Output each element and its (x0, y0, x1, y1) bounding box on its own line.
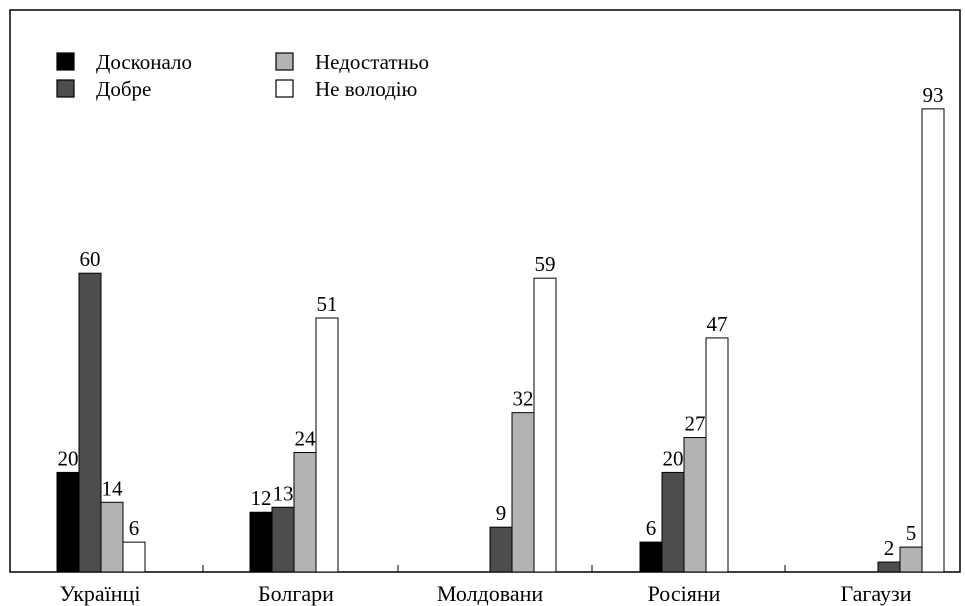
bar-4-2 (899, 546, 923, 573)
legend-label-2: Недостатньо (315, 50, 429, 74)
bar-2-1 (489, 526, 513, 573)
bar-2-2 (511, 412, 535, 573)
data-label-1-2: 24 (295, 426, 317, 450)
bar-4-1 (877, 561, 901, 573)
bar-0-2 (100, 501, 124, 573)
bar-4-3 (921, 108, 945, 573)
bar-3-1 (661, 471, 685, 573)
data-label-0-2: 14 (102, 476, 124, 500)
bar-3-0 (639, 541, 663, 573)
bar-0-0 (56, 471, 80, 573)
category-label-0: Українці (60, 581, 141, 606)
category-label-3: Росіяни (648, 581, 721, 606)
bar-1-2 (293, 451, 317, 573)
data-label-4-3: 93 (923, 83, 944, 107)
legend-label-1: Добре (96, 77, 151, 101)
category-label-4: Гагаузи (840, 581, 911, 606)
bar-0-3 (122, 541, 146, 573)
legend-label-0: Досконало (96, 50, 192, 74)
legend-swatch-2 (275, 52, 294, 71)
data-label-3-0: 6 (646, 516, 657, 540)
data-label-0-3: 6 (129, 516, 140, 540)
category-label-2: Молдовани (437, 581, 544, 606)
bar-0-1 (78, 272, 102, 573)
data-label-1-3: 51 (317, 292, 338, 316)
data-label-2-1: 9 (496, 501, 507, 525)
legend: Досконало Добре Недостатньо Не володію (56, 50, 429, 101)
legend-swatch-3 (275, 79, 294, 98)
legend-swatch-0 (56, 52, 75, 71)
data-label-2-3: 59 (535, 252, 556, 276)
data-label-4-2: 5 (906, 521, 917, 545)
data-label-1-0: 12 (251, 486, 272, 510)
bar-1-1 (271, 506, 295, 573)
bar-1-3 (315, 317, 339, 573)
data-label-0-0: 20 (58, 446, 79, 470)
bar-3-3 (705, 337, 729, 573)
legend-swatch-1 (56, 79, 75, 98)
x-axis-ticks (202, 565, 786, 572)
bar-1-0 (249, 511, 273, 573)
data-label-3-2: 27 (685, 412, 706, 436)
legend-label-3: Не володію (315, 77, 417, 101)
data-label-2-2: 32 (513, 387, 534, 411)
data-label-1-1: 13 (273, 481, 294, 505)
data-label-3-3: 47 (707, 312, 728, 336)
bar-2-3 (533, 277, 557, 573)
plot-frame (9, 9, 961, 573)
bar-3-2 (683, 437, 707, 573)
data-label-4-1: 2 (884, 536, 895, 560)
category-label-1: Болгари (258, 581, 334, 606)
data-label-3-1: 20 (663, 446, 684, 470)
x-axis-categories: Українці Болгари Молдовани Росіяни Гагаузи (60, 581, 912, 606)
data-label-0-1: 60 (80, 247, 101, 271)
